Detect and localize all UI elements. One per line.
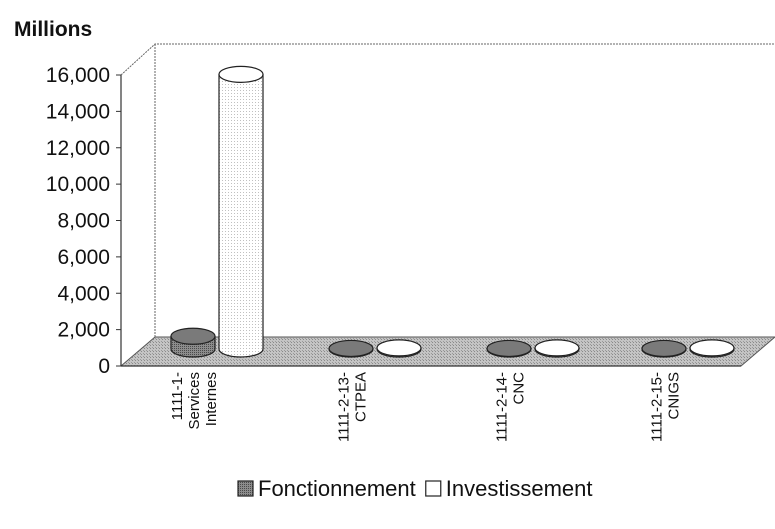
y-tick-label: 14,000	[46, 100, 110, 123]
category-label: CNC	[511, 372, 528, 405]
category-label: CNIGS	[666, 372, 683, 420]
legend-label-investissement: Investissement	[446, 476, 593, 501]
y-tick-label: 12,000	[46, 137, 110, 160]
bar-investissement-1	[376, 339, 422, 358]
category-label: CTPEA	[353, 372, 370, 422]
bar-top	[170, 327, 216, 345]
y-tick-label: 6,000	[57, 246, 110, 269]
bar-investissement-2	[534, 339, 580, 358]
bar-top	[486, 339, 532, 358]
category-label: 1111-2-15-	[649, 372, 666, 442]
bar-fonctionnement-0	[170, 327, 216, 358]
legend-swatch-investissement	[425, 480, 442, 497]
category-label: 1111-1-	[169, 372, 186, 420]
category-label: Internes	[203, 372, 220, 426]
bar-body	[218, 73, 264, 358]
bar-investissement-0	[218, 65, 264, 358]
y-tick-label: 10,000	[46, 173, 110, 196]
back-wall-outline	[120, 43, 775, 76]
y-axis-ticks: 0 2,000 4,000 6,000 8,000 10,000 12,000 14,000 1…	[46, 64, 121, 378]
bar-top	[641, 339, 687, 358]
category-labels: 1111-1- Services Internes 1111-2-13- CTPEA 11…	[169, 372, 683, 442]
category-label: Services	[186, 372, 203, 430]
bars	[170, 65, 735, 358]
bar-fonctionnement-3	[641, 339, 687, 358]
y-tick-label: 4,000	[57, 282, 110, 305]
y-tick-label: 0	[98, 355, 110, 378]
bar-top	[328, 339, 374, 358]
bar-fonctionnement-2	[486, 339, 532, 358]
legend-swatch-fonctionnement	[237, 480, 254, 497]
y-tick-label: 8,000	[57, 210, 110, 233]
y-tick-label: 2,000	[57, 319, 110, 342]
category-label: 1111-2-13-	[336, 372, 353, 442]
legend-label-fonctionnement: Fonctionnement	[258, 476, 416, 501]
plot-area	[119, 43, 775, 367]
bar-top	[689, 339, 735, 357]
y-axis-title: Millions	[14, 18, 92, 41]
category-label: 1111-2-14-	[494, 372, 511, 442]
bar-top	[376, 339, 422, 357]
bar-fonctionnement-1	[328, 339, 374, 358]
bar-top	[534, 339, 580, 357]
bar-top	[218, 65, 264, 83]
bar-investissement-3	[689, 339, 735, 358]
y-tick-label: 16,000	[46, 64, 110, 87]
legend: Fonctionnement Investissement	[237, 476, 593, 501]
